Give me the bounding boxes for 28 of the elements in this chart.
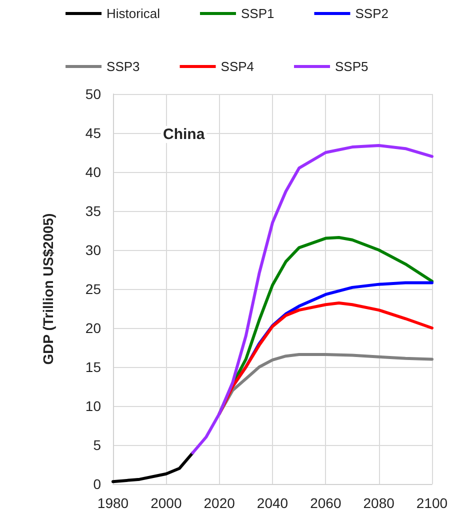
y-tick-label: 5 [93,437,102,453]
y-tick-label: 15 [85,359,102,375]
legend-label: SSP1 [240,6,274,21]
annotation: China [163,126,206,143]
y-tick-label: 30 [85,242,102,258]
y-tick-label: 25 [85,281,102,297]
y-tick-label: 50 [85,86,102,102]
legend-label: Historical [106,6,160,21]
x-tick-label: 2000 [150,495,182,511]
x-tick-label: 2060 [310,495,342,511]
legend-label: SSP5 [335,59,368,74]
legend-label: SSP4 [220,59,254,74]
y-tick-label: 45 [85,125,102,141]
x-tick-label: 2100 [416,495,448,511]
line-series [112,451,194,484]
y-tick-label: 0 [93,476,102,492]
y-tick-label: 40 [85,164,102,180]
y-tick-label: 20 [85,320,102,336]
y-tick-label: 35 [85,203,102,219]
x-tick-label: 2040 [256,495,288,511]
x-tick-label: 2020 [204,495,236,511]
y-axis-title: GDP (Trillion US$2005) [40,213,56,365]
y-tick-label: 10 [85,398,102,414]
line-series [191,144,434,454]
x-tick-label: 2080 [363,495,395,511]
legend-label: SSP3 [106,59,140,74]
x-tick-label: 1980 [97,495,129,511]
legend-label: SSP2 [355,6,388,21]
